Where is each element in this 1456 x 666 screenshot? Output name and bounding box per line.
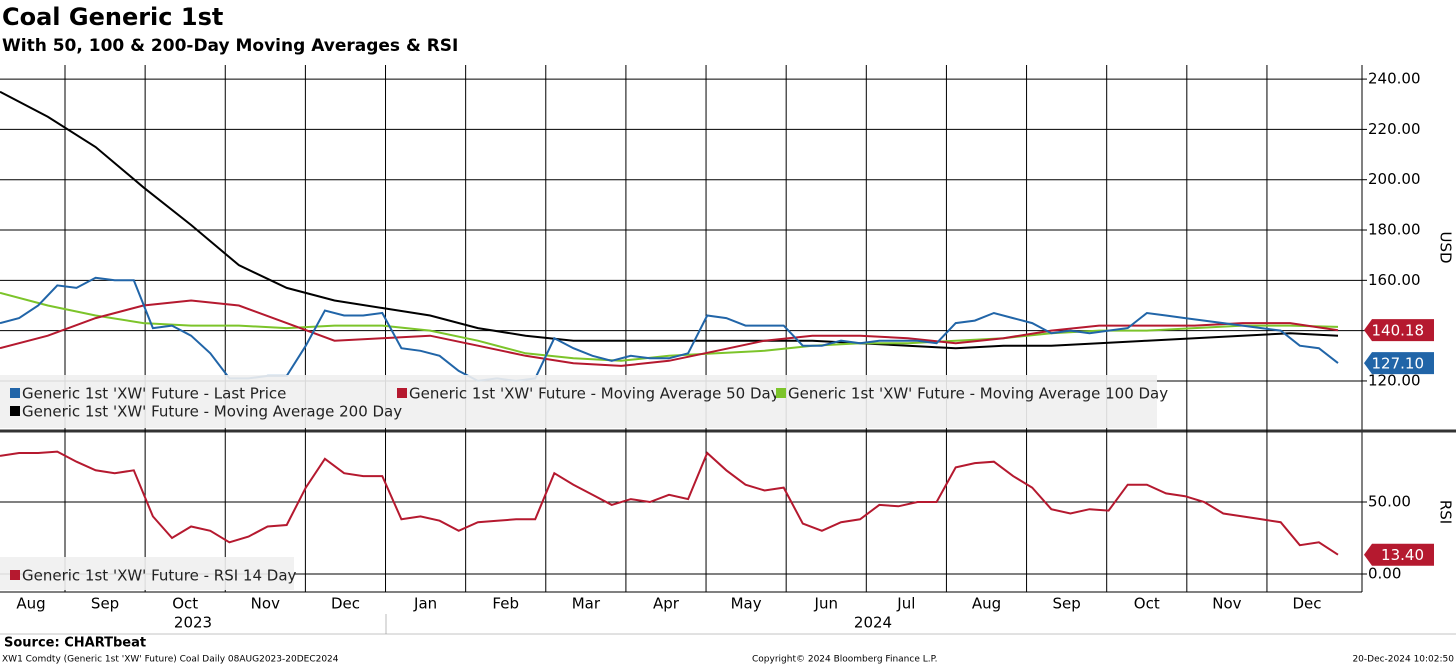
year-label: 2024 [854,614,892,632]
last-value-label: 140.18 [1372,322,1425,340]
legend-label: Generic 1st 'XW' Future - Moving Average… [788,385,1168,403]
y-axis-label: RSI [1437,500,1455,524]
x-tick-label: Oct [1134,595,1160,613]
x-tick-label: Jun [814,595,838,613]
legend-swatch [10,406,20,416]
timestamp: 20-Dec-2024 10:02:50 [1352,655,1454,665]
x-tick-label: Dec [1292,595,1321,613]
chart-title: Coal Generic 1st [2,3,223,31]
x-tick-label: Jul [896,595,915,613]
x-tick-label: Aug [16,595,45,613]
x-tick-label: Nov [251,595,280,613]
y-tick-label: 220.00 [1368,120,1421,138]
y-tick-label: 0.00 [1368,564,1401,582]
chart-subtitle: With 50, 100 & 200-Day Moving Averages &… [2,36,458,56]
series-line [0,291,1339,362]
legend-swatch [10,388,20,398]
x-tick-label: Aug [972,595,1001,613]
x-tick-label: Sep [91,595,119,613]
legend-box [0,557,294,590]
legend-swatch [10,570,20,580]
y-tick-label: 200.00 [1368,170,1421,188]
series-line [0,276,1339,382]
last-value-tag [1364,319,1434,342]
legend-label: Generic 1st 'XW' Future - Moving Average… [409,385,780,403]
last-value-label: 13.40 [1381,546,1424,564]
x-tick-label: Nov [1212,595,1241,613]
year-label: 2023 [174,614,212,632]
legend-swatch [397,388,407,398]
x-tick-label: Oct [172,595,198,613]
y-tick-label: 240.00 [1368,70,1421,88]
x-tick-label: Feb [492,595,519,613]
series-line [0,450,1339,556]
last-value-tag [1364,352,1434,375]
series-line [0,90,1339,350]
copyright: Copyright© 2024 Bloomberg Finance L.P. [752,655,937,665]
legend-label: Generic 1st 'XW' Future - Last Price [22,385,286,403]
last-value-tag [1364,543,1434,566]
legend-box [0,375,1157,428]
x-tick-label: May [731,595,762,613]
legend-label: Generic 1st 'XW' Future - Moving Average… [22,403,402,421]
x-tick-label: Dec [331,595,360,613]
x-tick-label: Apr [653,595,680,613]
y-axis-label: USD [1437,231,1455,263]
y-tick-label: 50.00 [1368,492,1411,510]
x-tick-label: Jan [413,595,437,613]
legend-swatch [776,388,786,398]
description: XW1 Comdty (Generic 1st 'XW' Future) Coa… [2,655,339,665]
y-tick-label: 120.00 [1368,371,1421,389]
series-line [0,299,1339,367]
x-tick-label: Mar [572,595,601,613]
last-value-label: 127.10 [1372,355,1425,373]
x-tick-label: Sep [1052,595,1080,613]
legend-label: Generic 1st 'XW' Future - RSI 14 Day [22,567,297,585]
y-tick-label: 180.00 [1368,221,1421,239]
source: Source: CHARTbeat [4,636,146,651]
y-tick-label: 160.00 [1368,271,1421,289]
